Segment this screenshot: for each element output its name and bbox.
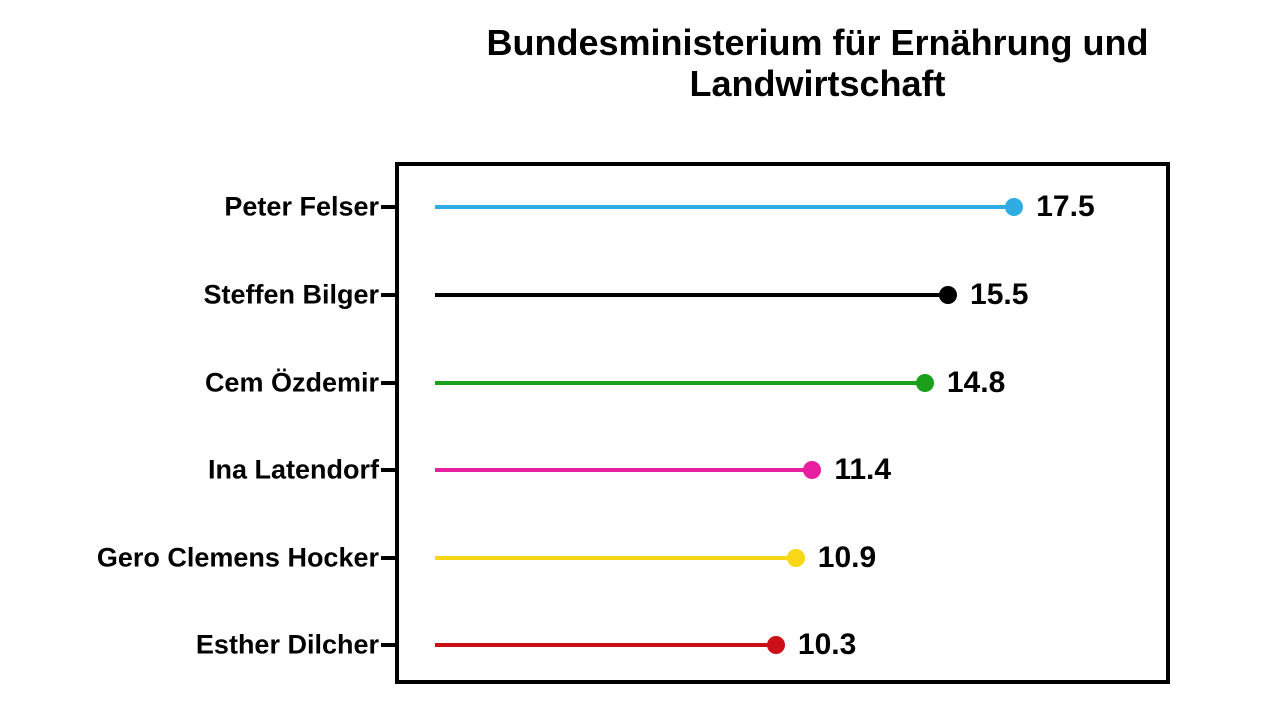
lollipop-stem: [435, 205, 1014, 209]
plot-frame: [395, 162, 1170, 684]
y-label: Gero Clemens Hocker: [97, 543, 379, 574]
value-label: 15.5: [970, 278, 1028, 312]
y-label: Cem Özdemir: [205, 368, 379, 399]
chart-container: { "chart": { "type": "lollipop-horizonta…: [0, 0, 1280, 702]
lollipop-stem: [435, 643, 776, 647]
lollipop-marker: [767, 636, 785, 654]
y-tick: [381, 643, 395, 647]
lollipop-marker: [1005, 198, 1023, 216]
lollipop-stem: [435, 381, 925, 385]
value-label: 10.9: [818, 541, 876, 575]
lollipop-stem: [435, 468, 812, 472]
y-tick: [381, 381, 395, 385]
y-tick: [381, 205, 395, 209]
lollipop-stem: [435, 556, 796, 560]
y-label: Esther Dilcher: [196, 630, 379, 661]
y-tick: [381, 468, 395, 472]
chart-title: Bundesministerium für Ernährung und Land…: [395, 22, 1240, 105]
value-label: 14.8: [947, 366, 1005, 400]
value-label: 11.4: [834, 453, 891, 487]
y-label: Peter Felser: [224, 192, 379, 223]
y-tick: [381, 556, 395, 560]
lollipop-stem: [435, 293, 948, 297]
lollipop-marker: [787, 549, 805, 567]
value-label: 10.3: [798, 628, 856, 662]
value-label: 17.5: [1036, 190, 1094, 224]
y-tick: [381, 293, 395, 297]
lollipop-marker: [803, 461, 821, 479]
lollipop-marker: [916, 374, 934, 392]
y-label: Steffen Bilger: [203, 280, 379, 311]
y-label: Ina Latendorf: [208, 455, 379, 486]
lollipop-marker: [939, 286, 957, 304]
